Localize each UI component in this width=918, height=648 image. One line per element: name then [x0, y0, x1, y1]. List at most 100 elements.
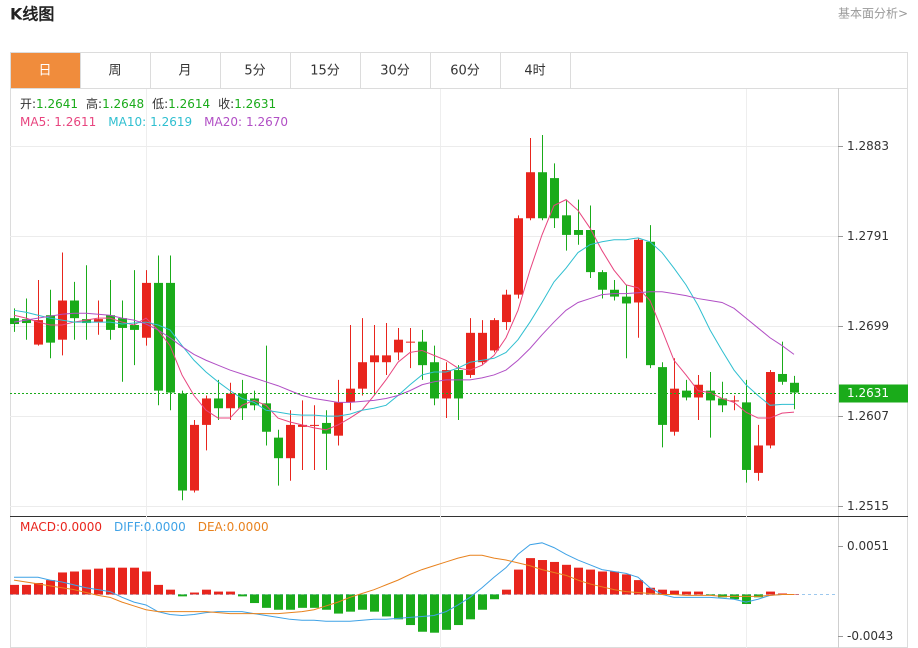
ma-line: [13, 199, 795, 431]
candle-body: [490, 320, 499, 351]
quote-row: 开:1.2641 高:1.2648 低:1.2614 收:1.2631: [20, 96, 276, 111]
candle-body: [418, 341, 427, 366]
candle-body: [658, 367, 667, 425]
candle-body: [550, 178, 559, 219]
tab-label[interactable]: 月: [178, 64, 191, 79]
candle-body: [70, 300, 79, 319]
candle-body: [370, 355, 379, 363]
legend-value: 1.2670: [246, 115, 288, 129]
quote-label: 高:: [86, 96, 102, 111]
macd-bar: [610, 571, 619, 595]
y-tick-label: -0.0043: [847, 629, 893, 643]
tab-bg[interactable]: [220, 52, 291, 89]
tab-bg[interactable]: [360, 52, 431, 89]
quote-label: 开:: [20, 97, 36, 111]
tab-bg[interactable]: [430, 52, 501, 89]
macd-bar: [190, 592, 199, 595]
candle-body: [598, 272, 607, 290]
candle-body: [214, 398, 223, 409]
fundamental-link[interactable]: 基本面分析>: [838, 7, 908, 21]
tab-label[interactable]: 日: [38, 64, 51, 79]
candle-body: [514, 218, 523, 295]
macd-bar: [742, 594, 751, 605]
candle-body: [502, 294, 511, 323]
tab-label[interactable]: 15分: [310, 64, 340, 79]
candle-body: [226, 393, 235, 409]
macd-bar: [646, 587, 655, 595]
candle-body: [94, 319, 103, 323]
macd-bar: [550, 561, 559, 595]
candle-body: [778, 373, 787, 382]
quote-value: 1.2631: [234, 97, 276, 111]
macd-bar: [430, 594, 439, 633]
macd-bar: [226, 591, 235, 595]
candle-body: [142, 282, 151, 338]
tab-label[interactable]: 4时: [524, 64, 545, 79]
candle-body: [238, 393, 247, 409]
macd-bar: [262, 594, 271, 608]
ma-line: [13, 237, 794, 417]
tab-label[interactable]: 5分: [244, 64, 265, 79]
macd-line: [13, 554, 794, 615]
macd-bar: [526, 558, 535, 595]
candle-body: [274, 437, 283, 459]
macd-bar: [34, 582, 43, 595]
tab-bg[interactable]: [150, 52, 221, 89]
tab-bg[interactable]: [290, 52, 361, 89]
candle-body: [646, 241, 655, 366]
macd-bar: [706, 594, 715, 596]
macd-bar: [106, 567, 115, 595]
tab-label[interactable]: 30分: [380, 64, 410, 79]
candle-body: [34, 320, 43, 345]
y-tick-label: 1.2515: [847, 499, 889, 513]
legend-value: 0.0000: [144, 520, 186, 534]
macd-bar: [202, 589, 211, 595]
candle-body: [322, 422, 331, 434]
candle-body: [706, 390, 715, 401]
macd-bar: [142, 571, 151, 595]
candle-body: [766, 372, 775, 446]
y-tick-label: 1.2883: [847, 139, 889, 153]
macd-bar: [514, 569, 523, 595]
last-price-box: [839, 384, 908, 403]
candle-body: [406, 341, 415, 343]
last-price-label: 1.2631: [847, 386, 889, 400]
macd-bar: [58, 572, 67, 595]
macd-bar: [178, 594, 187, 597]
candle-body: [574, 230, 583, 235]
macd-bar: [10, 584, 19, 595]
macd-bar: [634, 580, 643, 595]
macd-bar: [766, 591, 775, 595]
candle-body: [562, 215, 571, 235]
legend-value: 1.2611: [54, 115, 96, 129]
tab-label[interactable]: 周: [108, 64, 121, 79]
candle-body: [262, 403, 271, 432]
candle-body: [310, 424, 319, 426]
macd-bar: [478, 594, 487, 610]
quote-value: 1.2614: [168, 97, 210, 111]
macd-bar: [94, 568, 103, 595]
candle-body: [622, 296, 631, 304]
legend-value: 0.0000: [60, 520, 102, 534]
quote-value: 1.2648: [102, 97, 144, 111]
macd-bar: [694, 591, 703, 595]
candle-body: [742, 402, 751, 470]
tab-bg[interactable]: [500, 52, 571, 89]
macd-bar: [250, 594, 259, 604]
macd-bar: [790, 594, 799, 595]
macd-bar: [598, 571, 607, 595]
macd-bar: [658, 589, 667, 595]
macd-bar: [274, 594, 283, 610]
quote-value: 1.2641: [36, 97, 78, 111]
candle-body: [250, 398, 259, 406]
legend: MA5: 1.2611 MA10: 1.2619 MA20: 1.2670: [20, 115, 288, 129]
candle-body: [526, 172, 535, 219]
candle-body: [586, 230, 595, 273]
candle-body: [382, 355, 391, 363]
candle-body: [478, 332, 487, 363]
y-tick-label: 0.0051: [847, 539, 889, 553]
legend-name: MA20:: [204, 115, 242, 129]
candle-body: [718, 398, 727, 406]
tab-label[interactable]: 60分: [450, 64, 480, 79]
candle-body: [454, 370, 463, 399]
